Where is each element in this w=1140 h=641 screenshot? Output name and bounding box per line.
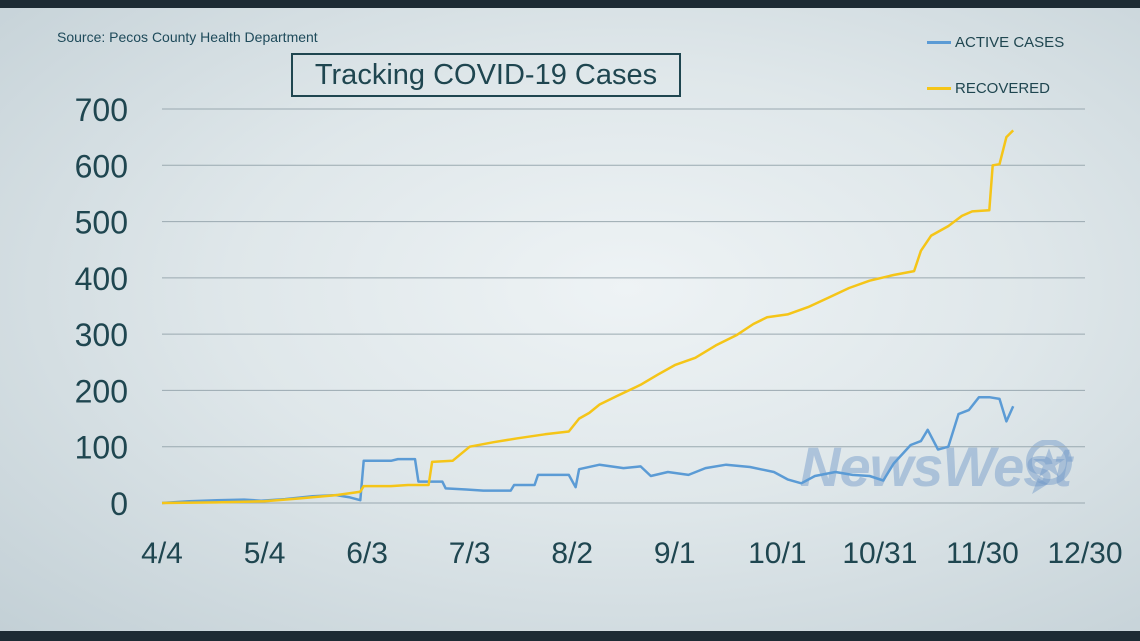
y-tick-label-600: 600 [75, 148, 128, 184]
x-tick-label-11-30: 11/30 [946, 537, 1019, 570]
chart-title-text: Tracking COVID-19 Cases [314, 58, 658, 91]
y-tick-label-400: 400 [75, 261, 128, 297]
y-tick-label-500: 500 [75, 205, 128, 241]
x-tick-label-4-4: 4/4 [141, 537, 183, 570]
chart-frame: Source: Pecos County Health Department T… [0, 8, 1140, 631]
line-chart: 0 100 200 300 400 500 600 700 4/4 5/4 6/3 7/3 8/2 9/1… [75, 92, 1123, 570]
y-tick-label-300: 300 [75, 317, 128, 353]
series-line-recovered [161, 129, 1015, 505]
legend-active-label: ACTIVE CASES [955, 34, 1065, 51]
legend-recovered-label: RECOVERED [955, 80, 1051, 97]
legend-active-cases: ACTIVE CASES [927, 34, 1064, 51]
x-tick-label-6-3: 6/3 [346, 537, 388, 570]
y-tick-label-700: 700 [75, 92, 128, 128]
x-tick-label-10-31: 10/31 [842, 537, 917, 570]
y-tick-label-200: 200 [75, 373, 128, 409]
x-tick-label-7-3: 7/3 [449, 537, 491, 570]
x-tick-label-12-30: 12/30 [1047, 537, 1122, 570]
legend-recovered-swatch [927, 87, 951, 90]
x-tick-label-9-1: 9/1 [654, 537, 696, 570]
star-logo-icon [1026, 440, 1072, 494]
source-note: Source: Pecos County Health Department [57, 29, 318, 45]
legend-recovered: RECOVERED [927, 80, 1050, 97]
x-tick-label-8-2: 8/2 [551, 537, 593, 570]
x-tick-label-5-4: 5/4 [244, 537, 286, 570]
chart-title: Tracking COVID-19 Cases [291, 53, 681, 97]
y-tick-label-100: 100 [75, 430, 128, 466]
series-line-active-cases [161, 395, 1015, 505]
y-tick-label-0: 0 [110, 486, 128, 522]
legend-active-swatch [927, 41, 951, 44]
x-tick-label-10-1: 10/1 [748, 537, 806, 570]
